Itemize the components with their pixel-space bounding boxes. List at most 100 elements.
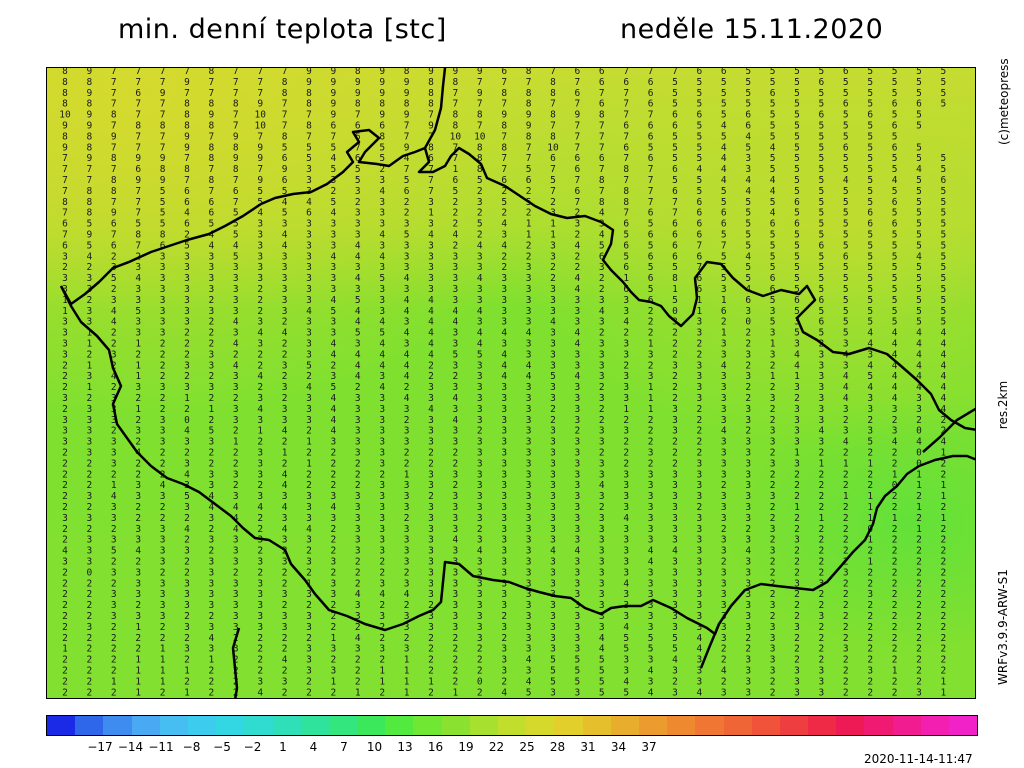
temperature-value: 5 — [867, 306, 873, 317]
temperature-value: 3 — [501, 622, 507, 633]
temperature-value: 5 — [721, 273, 727, 284]
temperature-value: 4 — [721, 121, 727, 132]
temperature-value: 3 — [819, 666, 825, 677]
temperature-value: 6 — [819, 240, 825, 251]
temperature-value: 7 — [648, 68, 654, 77]
temperature-value: 5 — [160, 219, 166, 230]
temperature-value: 4 — [331, 415, 337, 426]
temperature-value: 3 — [257, 219, 263, 230]
temperature-value: 5 — [916, 208, 922, 219]
temperature-value: 3 — [111, 600, 117, 611]
temperature-value: 2 — [355, 655, 361, 666]
temperature-value: 5 — [599, 687, 605, 698]
temperature-value: 3 — [575, 393, 581, 404]
temperature-value: 3 — [111, 415, 117, 426]
temperature-value: 4 — [745, 186, 751, 197]
temperature-value: 8 — [209, 68, 215, 77]
temperature-value: 8 — [306, 121, 312, 132]
temperature-value: 2 — [916, 557, 922, 568]
temperature-value: 3 — [233, 404, 239, 415]
temperature-value: 2 — [843, 448, 849, 459]
temperature-value: 5 — [745, 273, 751, 284]
temperature-value: 3 — [184, 360, 190, 371]
temperature-value: 5 — [331, 197, 337, 208]
temperature-value: 2 — [843, 546, 849, 557]
temperature-value: 1 — [282, 448, 288, 459]
temperature-value: 8 — [477, 110, 483, 121]
temperature-value: 5 — [941, 186, 947, 197]
temperature-value: 9 — [404, 110, 410, 121]
temperature-value: 4 — [892, 175, 898, 186]
color-scale-swatch — [413, 716, 442, 735]
temperature-value: 3 — [745, 164, 751, 175]
temperature-value: 5 — [575, 676, 581, 687]
temperature-value: 4 — [404, 349, 410, 360]
temperature-value: 3 — [550, 208, 556, 219]
temperature-value: 3 — [477, 600, 483, 611]
temperature-value: 3 — [306, 611, 312, 622]
temperature-value: 4 — [477, 273, 483, 284]
temperature-value: 6 — [648, 208, 654, 219]
temperature-value: 7 — [257, 88, 263, 99]
temperature-value: 3 — [526, 480, 532, 491]
temperature-value: 3 — [160, 262, 166, 273]
temperature-value: 7 — [453, 99, 459, 110]
temperature-value: 2 — [941, 502, 947, 513]
temperature-value: 1 — [892, 469, 898, 480]
temperature-value: 5 — [892, 77, 898, 88]
temperature-value: 3 — [111, 611, 117, 622]
temperature-value: 10 — [254, 110, 266, 121]
temperature-value: 3 — [428, 251, 434, 262]
temperature-value: 3 — [672, 524, 678, 535]
temperature-value: 3 — [257, 317, 263, 328]
temperature-value: 3 — [745, 666, 751, 677]
temperature-value: 5 — [819, 197, 825, 208]
temperature-value: 2 — [819, 448, 825, 459]
temperature-value: 5 — [819, 142, 825, 153]
temperature-value: 2 — [355, 622, 361, 633]
temperature-value: 8 — [87, 186, 93, 197]
temperature-value: 3 — [745, 458, 751, 469]
temperature-value: 6 — [672, 219, 678, 230]
temperature-value: 5 — [697, 175, 703, 186]
temperature-value: 3 — [282, 676, 288, 687]
temperature-value: 4 — [892, 339, 898, 350]
temperature-value: 2 — [770, 611, 776, 622]
temperature-value: 3 — [257, 251, 263, 262]
temperature-value: 5 — [794, 68, 800, 77]
color-scale-swatch — [554, 716, 583, 735]
temperature-value: 2 — [87, 393, 93, 404]
temperature-value: 5 — [819, 328, 825, 339]
temperature-value: 3 — [87, 317, 93, 328]
temperature-value: 2 — [501, 611, 507, 622]
temperature-value: 7 — [209, 131, 215, 142]
temperature-value: 3 — [575, 524, 581, 535]
temperature-value: 7 — [550, 186, 556, 197]
temperature-value: 7 — [623, 110, 629, 121]
temperature-value: 2 — [941, 546, 947, 557]
temperature-value: 3 — [404, 578, 410, 589]
temperature-value: 4 — [575, 328, 581, 339]
temperature-value: 1 — [87, 339, 93, 350]
temperature-value: 3 — [257, 448, 263, 459]
temperature-value: 2 — [62, 371, 68, 382]
temperature-value: 3 — [111, 295, 117, 306]
temperature-value: 4 — [843, 349, 849, 360]
temperature-value: 6 — [672, 164, 678, 175]
temperature-value: 5 — [916, 240, 922, 251]
temperature-value: 3 — [794, 426, 800, 437]
temperature-value: 6 — [575, 88, 581, 99]
temperature-value: 3 — [209, 360, 215, 371]
temperature-value: 7 — [160, 68, 166, 77]
temperature-value: 1 — [209, 655, 215, 666]
temperature-value: 3 — [575, 404, 581, 415]
temperature-value: 2 — [623, 437, 629, 448]
temperature-value: 3 — [257, 458, 263, 469]
temperature-value: 3 — [355, 186, 361, 197]
temperature-value: 2 — [794, 393, 800, 404]
temperature-value: 2 — [648, 426, 654, 437]
temperature-value: 2 — [428, 644, 434, 655]
temperature-value: 2 — [209, 339, 215, 350]
temperature-value: 7 — [160, 142, 166, 153]
temperature-value: 6 — [599, 99, 605, 110]
